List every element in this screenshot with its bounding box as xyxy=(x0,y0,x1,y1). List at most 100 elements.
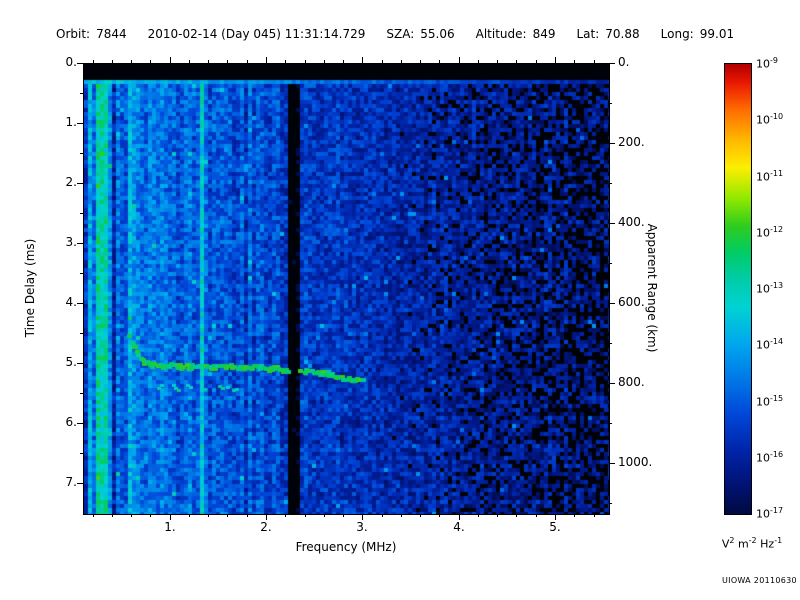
colorbar-tick-label: 10-15 xyxy=(756,393,784,409)
x-minor-tick-top xyxy=(324,60,325,63)
header-item-2: SZA: 55.06 xyxy=(386,27,454,41)
unit-base-hz: Hz xyxy=(760,537,775,551)
y-right-major-tick xyxy=(609,223,615,224)
y-left-minor-tick xyxy=(80,393,83,394)
y-left-major-tick xyxy=(77,123,83,124)
x-minor-tick-top xyxy=(93,60,94,63)
y-right-major-tick xyxy=(609,63,615,64)
y-right-minor-tick xyxy=(609,423,612,424)
x-major-tick-top xyxy=(362,57,363,63)
header-value-2: 55.06 xyxy=(420,27,455,41)
header-item-4: Lat: 70.88 xyxy=(576,27,639,41)
x-minor-tick-top xyxy=(131,60,132,63)
x-major-tick-top xyxy=(266,57,267,63)
x-minor-tick-top xyxy=(594,60,595,63)
x-minor-tick xyxy=(285,514,286,517)
header-label-3: Altitude: xyxy=(475,27,527,41)
y-left-tick-label: 5. xyxy=(65,355,77,369)
x-major-tick-top xyxy=(170,57,171,63)
x-tick-label: 2. xyxy=(260,520,272,534)
y-left-tick-label: 3. xyxy=(65,235,77,249)
x-minor-tick xyxy=(516,514,517,517)
x-tick-label: 1. xyxy=(164,520,176,534)
y-right-minor-tick xyxy=(609,263,612,264)
y-left-minor-tick xyxy=(80,213,83,214)
x-minor-tick-top xyxy=(227,60,228,63)
header-label-2: SZA: xyxy=(386,27,415,41)
y-left-tick-label: 6. xyxy=(65,415,77,429)
x-minor-tick-top xyxy=(208,60,209,63)
header-value-1: 2010-02-14 (Day 045) 11:31:14.729 xyxy=(147,27,366,41)
x-minor-tick xyxy=(439,514,440,517)
y-left-tick-label: 2. xyxy=(65,175,77,189)
y-left-tick-label: 7. xyxy=(65,475,77,489)
header-value-3: 849 xyxy=(532,27,556,41)
x-minor-tick-top xyxy=(382,60,383,63)
x-minor-tick xyxy=(131,514,132,517)
x-minor-tick xyxy=(227,514,228,517)
x-minor-tick-top xyxy=(112,60,113,63)
y-right-minor-tick xyxy=(609,503,612,504)
colorbar-tick-label: 10-9 xyxy=(756,56,778,71)
unit-base-m: m xyxy=(737,537,749,551)
x-minor-tick xyxy=(208,514,209,517)
unit-exp-m: -2 xyxy=(748,536,757,545)
x-minor-tick xyxy=(324,514,325,517)
x-minor-tick-top xyxy=(420,60,421,63)
x-minor-tick xyxy=(536,514,537,517)
header-label-5: Long: xyxy=(660,27,694,41)
x-minor-tick-top xyxy=(305,60,306,63)
x-major-tick xyxy=(362,514,363,520)
colorbar-unit-label: V2 m-2 Hz-1 xyxy=(700,536,800,551)
x-major-tick xyxy=(170,514,171,520)
y-right-tick-label: 200. xyxy=(618,135,645,149)
x-minor-tick-top xyxy=(247,60,248,63)
x-minor-tick xyxy=(112,514,113,517)
y-left-major-tick xyxy=(77,423,83,424)
y-left-minor-tick xyxy=(80,333,83,334)
y-left-minor-tick xyxy=(80,453,83,454)
y-left-tick-label: 0. xyxy=(65,55,77,69)
x-minor-tick xyxy=(247,514,248,517)
y-right-tick-label: 600. xyxy=(618,295,645,309)
x-axis-title: Frequency (MHz) xyxy=(295,540,397,554)
x-minor-tick xyxy=(382,514,383,517)
header-item-1: 2010-02-14 (Day 045) 11:31:14.729 xyxy=(148,27,366,41)
header-item-3: Altitude: 849 xyxy=(476,27,556,41)
x-minor-tick-top xyxy=(285,60,286,63)
x-tick-label: 3. xyxy=(356,520,368,534)
y-axis-title-left: Time Delay (ms) xyxy=(23,238,37,338)
header-item-5: Long: 99.01 xyxy=(661,27,734,41)
x-minor-tick xyxy=(305,514,306,517)
plot-frame xyxy=(83,63,610,515)
header-value-0: 7844 xyxy=(96,27,127,41)
y-left-tick-label: 4. xyxy=(65,295,77,309)
y-right-major-tick xyxy=(609,303,615,304)
x-minor-tick xyxy=(93,514,94,517)
y-left-tick-label: 1. xyxy=(65,115,77,129)
x-minor-tick-top xyxy=(497,60,498,63)
y-right-minor-tick xyxy=(609,183,612,184)
y-right-tick-label: 800. xyxy=(618,375,645,389)
x-minor-tick xyxy=(189,514,190,517)
x-minor-tick xyxy=(150,514,151,517)
x-minor-tick xyxy=(478,514,479,517)
x-minor-tick xyxy=(594,514,595,517)
y-right-minor-tick xyxy=(609,343,612,344)
x-major-tick-top xyxy=(555,57,556,63)
header-status-line: Orbit: 7844 2010-02-14 (Day 045) 11:31:14.… xyxy=(56,27,734,41)
x-minor-tick xyxy=(574,514,575,517)
x-minor-tick-top xyxy=(439,60,440,63)
x-minor-tick xyxy=(497,514,498,517)
x-tick-label: 5. xyxy=(549,520,561,534)
y-left-major-tick xyxy=(77,63,83,64)
x-minor-tick-top xyxy=(343,60,344,63)
y-right-minor-tick xyxy=(609,103,612,104)
colorbar-tick-label: 10-16 xyxy=(756,449,784,465)
header-label-4: Lat: xyxy=(576,27,600,41)
y-right-major-tick xyxy=(609,143,615,144)
unit-exp-hz: -1 xyxy=(774,536,783,545)
x-minor-tick xyxy=(420,514,421,517)
header-item-0: Orbit: 7844 xyxy=(56,27,127,41)
